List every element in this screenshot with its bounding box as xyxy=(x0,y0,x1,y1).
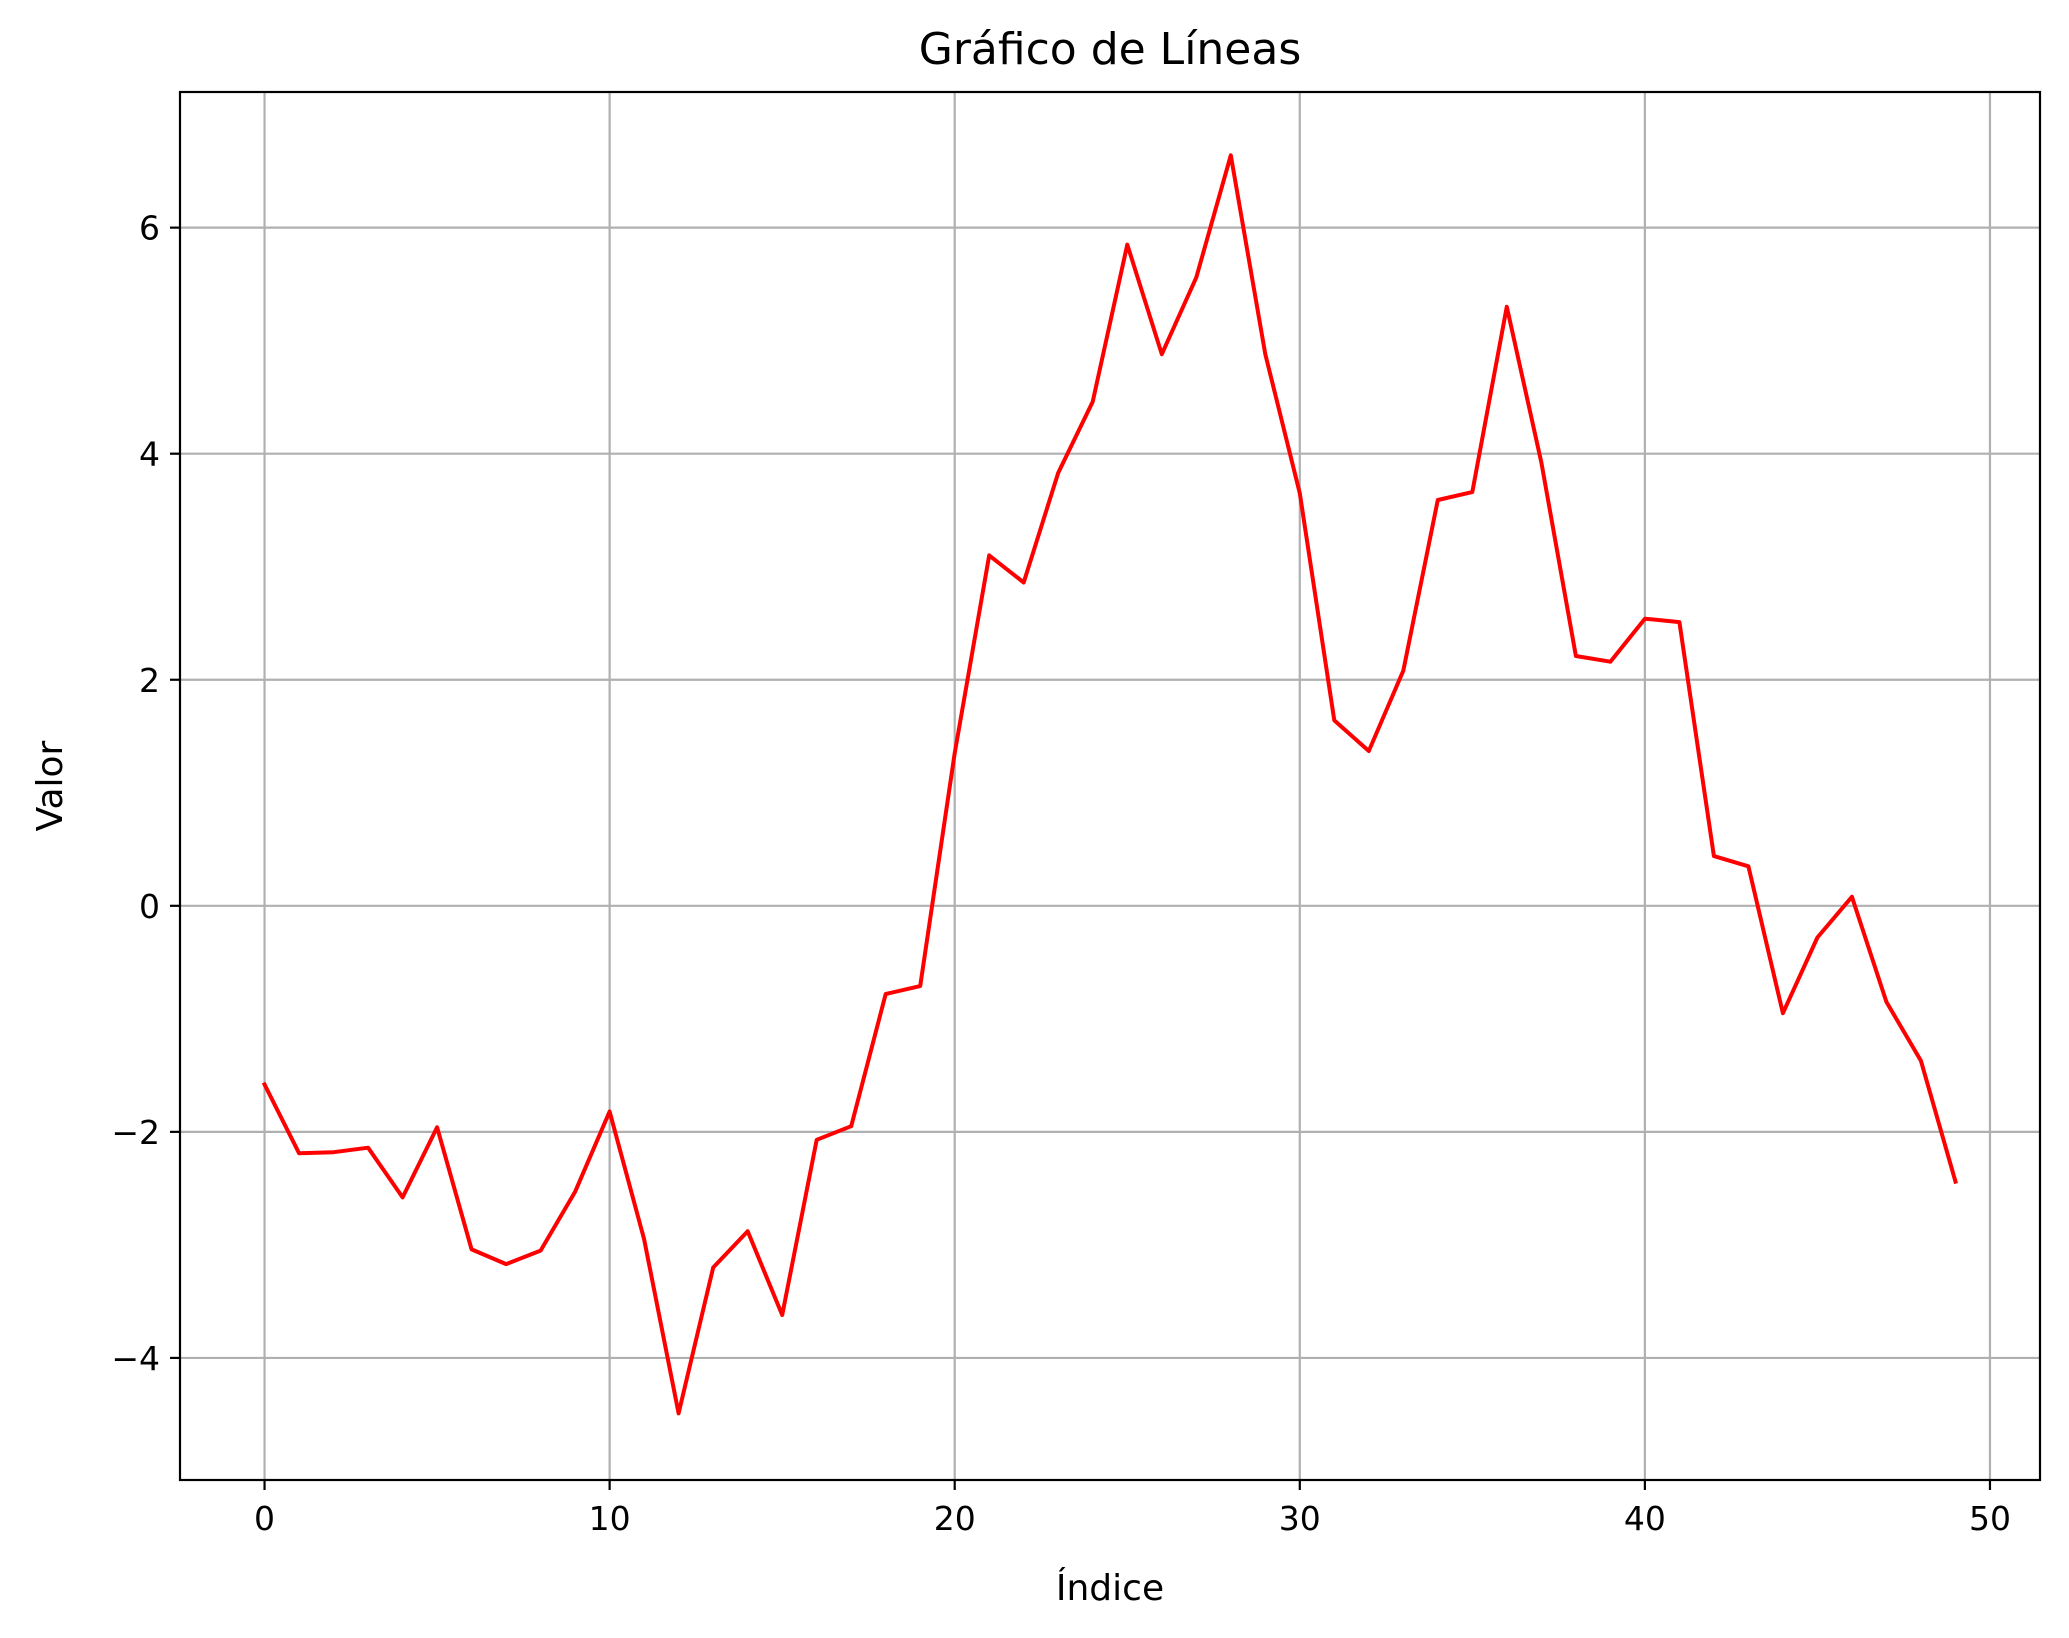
y-tick-label: 4 xyxy=(139,435,160,474)
y-tick-label: 0 xyxy=(139,887,160,926)
y-axis-label: Valor xyxy=(30,740,71,831)
y-tick-label: −4 xyxy=(111,1339,160,1378)
x-axis-label: Índice xyxy=(1056,1567,1164,1609)
series-line xyxy=(261,153,1958,1416)
y-tick-label: 2 xyxy=(139,661,160,700)
x-tick-label: 10 xyxy=(589,1499,631,1538)
x-tick-label: 50 xyxy=(1969,1499,2011,1538)
x-tick-label: 40 xyxy=(1624,1499,1666,1538)
grid-lines xyxy=(180,92,2040,1480)
axis-ticks: 0 10 20 30 40 50 −4 −2 0 2 4 6 xyxy=(111,209,2011,1538)
x-tick-label: 0 xyxy=(254,1499,275,1538)
y-tick-label: −2 xyxy=(111,1113,160,1152)
chart-title: Gráfico de Líneas xyxy=(919,24,1302,75)
series-layer xyxy=(261,153,1958,1416)
plot-frame xyxy=(178,90,2042,1482)
x-tick-label: 30 xyxy=(1279,1499,1321,1538)
x-tick-label: 20 xyxy=(934,1499,976,1538)
y-tick-label: 6 xyxy=(139,209,160,248)
